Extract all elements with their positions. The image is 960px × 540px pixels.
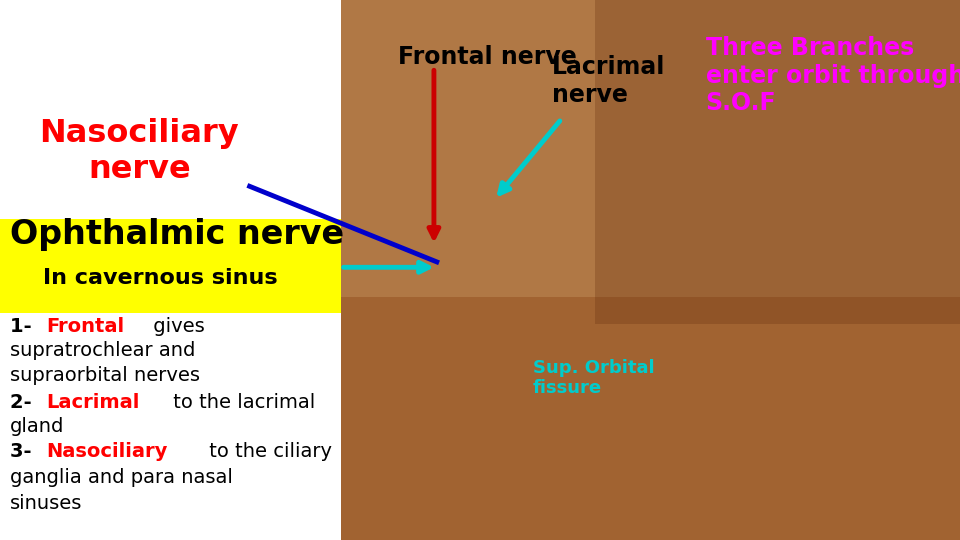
Text: Lacrimal: Lacrimal	[46, 393, 139, 412]
Text: Three Branches
enter orbit through
S.O.F: Three Branches enter orbit through S.O.F	[706, 36, 960, 116]
Text: ganglia and para nasal: ganglia and para nasal	[10, 468, 232, 488]
Text: sinuses: sinuses	[10, 494, 82, 513]
Text: 2-: 2-	[10, 393, 38, 412]
Text: Lacrimal
nerve: Lacrimal nerve	[552, 55, 665, 107]
Text: supraorbital nerves: supraorbital nerves	[10, 366, 200, 385]
Text: Frontal nerve: Frontal nerve	[398, 45, 577, 69]
Text: Nasociliary
nerve: Nasociliary nerve	[39, 118, 239, 185]
Bar	[0, 219, 341, 313]
Bar	[341, 297, 960, 540]
Text: gland: gland	[10, 417, 64, 436]
Text: 1-: 1-	[10, 317, 38, 336]
Text: Ophthalmic nerve: Ophthalmic nerve	[10, 218, 344, 252]
Text: In cavernous sinus: In cavernous sinus	[43, 268, 277, 288]
Text: gives: gives	[147, 317, 204, 336]
Bar	[595, 0, 960, 324]
Text: to the ciliary: to the ciliary	[203, 442, 331, 462]
Text: Sup. Orbital
fissure: Sup. Orbital fissure	[533, 359, 655, 397]
Text: to the lacrimal: to the lacrimal	[167, 393, 315, 412]
Text: supratrochlear and: supratrochlear and	[10, 341, 195, 361]
Text: 3-: 3-	[10, 442, 37, 462]
Text: Frontal: Frontal	[46, 317, 125, 336]
Text: Nasociliary: Nasociliary	[46, 442, 167, 462]
Bar	[341, 0, 960, 540]
